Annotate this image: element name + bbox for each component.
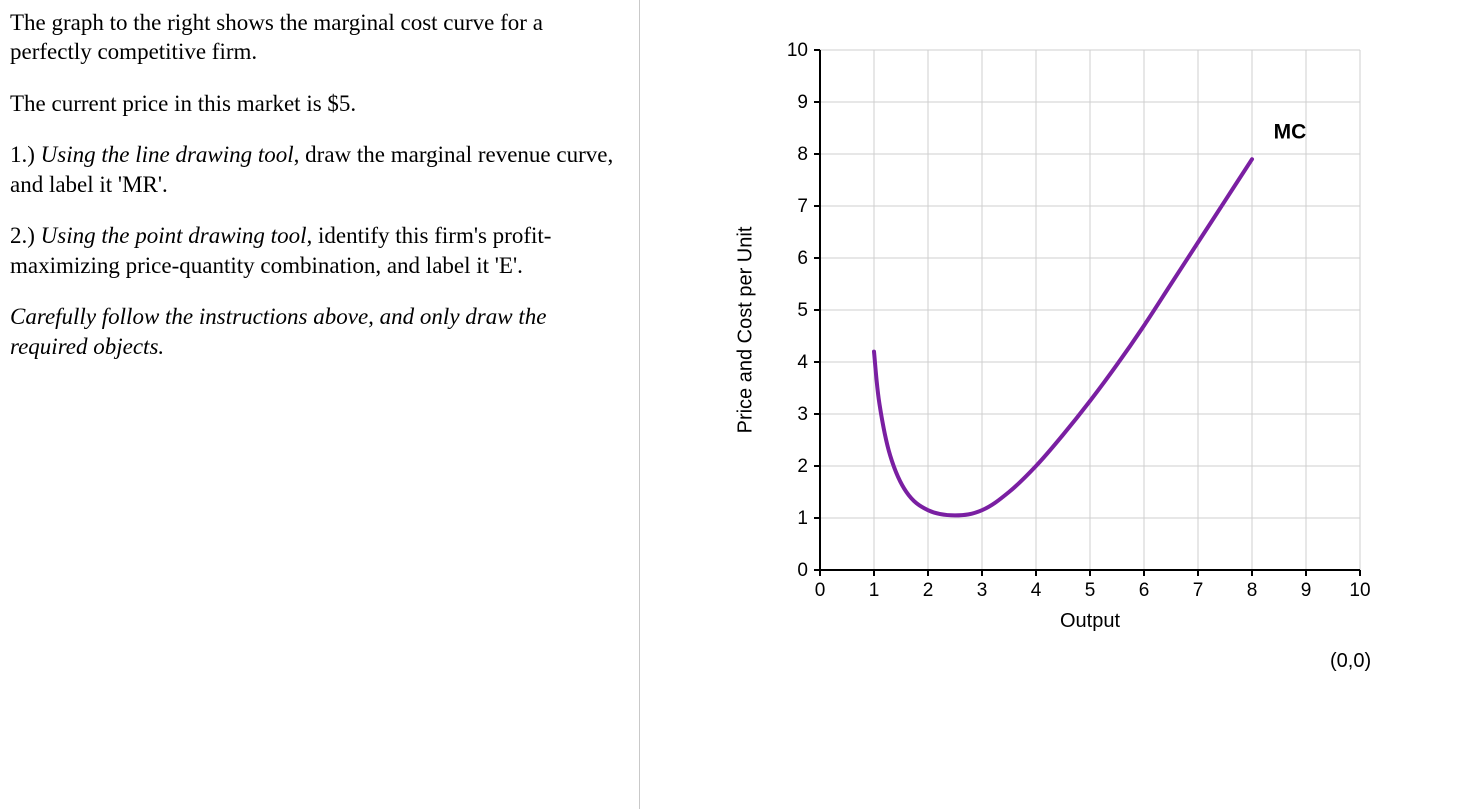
x-tick-label: 4 [1031,580,1042,601]
x-tick-label: 9 [1301,580,1312,601]
x-tick-label: 6 [1139,580,1150,601]
y-axis-title: Price and Cost per Unit [735,227,758,434]
question-price: The current price in this market is $5. [10,89,615,118]
x-axis-title: Output [1060,610,1120,633]
y-tick-label: 2 [797,456,808,477]
y-tick-label: 0 [797,560,808,581]
part1-prefix: 1.) [10,142,41,167]
y-tick-label: 10 [787,40,808,61]
part2-emph: Using the point drawing tool, [41,223,313,248]
graph-pane: Price and Cost per Unit 0 1 2 3 4 5 6 7 8 9 10 0 1 2 3… [640,0,1465,809]
x-tick-label: 3 [977,580,988,601]
y-tick-label: 8 [797,144,808,165]
x-tick-label: 0 [815,580,826,601]
y-tick-label: 6 [797,248,808,269]
x-tick-label: 1 [869,580,880,601]
question-intro: The graph to the right shows the margina… [10,8,615,67]
question-part1: 1.) Using the line drawing tool, draw th… [10,140,615,199]
y-tick-label: 1 [797,508,808,529]
coord-readout: (0,0) [1330,650,1371,673]
graph-wrap: Price and Cost per Unit 0 1 2 3 4 5 6 7 8 9 10 0 1 2 3… [710,30,1410,630]
x-tick-label: 2 [923,580,934,601]
part2-prefix: 2.) [10,223,41,248]
question-part2: 2.) Using the point drawing tool, identi… [10,221,615,280]
mc-label: MC [1274,120,1307,143]
y-tick-label: 4 [797,352,808,373]
y-tick-label: 3 [797,404,808,425]
question-pane: The graph to the right shows the margina… [0,0,640,809]
x-tick-label: 10 [1349,580,1370,601]
x-tick-label: 5 [1085,580,1096,601]
y-tick-label: 7 [797,196,808,217]
page-root: The graph to the right shows the margina… [0,0,1465,809]
question-footnote: Carefully follow the instructions above,… [10,302,615,361]
x-tick-label: 7 [1193,580,1204,601]
part1-emph: Using the line drawing tool [41,142,294,167]
mc-curve [874,159,1252,515]
x-tick-label: 8 [1247,580,1258,601]
y-tick-label: 9 [797,92,808,113]
y-tick-label: 5 [797,300,808,321]
chart-canvas[interactable]: 0 1 2 3 4 5 6 7 8 9 10 0 1 2 3 4 5 6 7 8 9 10 MC [710,30,1410,630]
